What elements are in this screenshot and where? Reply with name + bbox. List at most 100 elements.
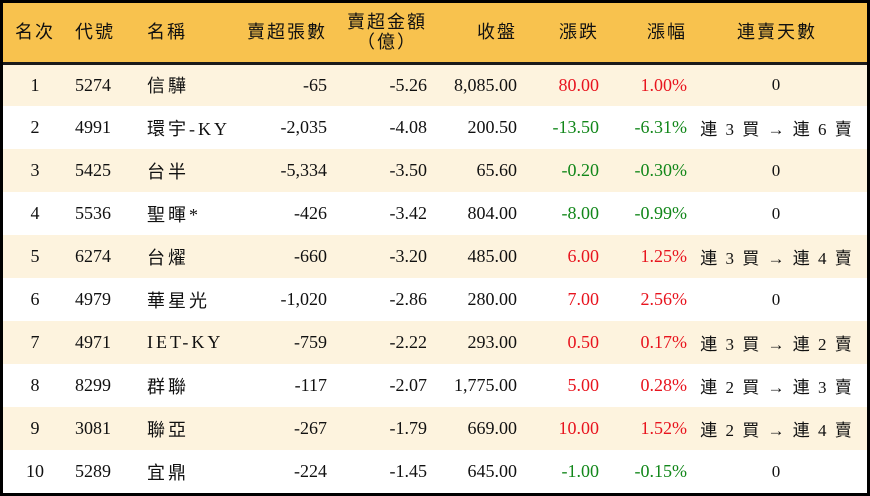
cell-change-pct: 1.52% [640, 418, 688, 438]
cell-rank: 10 [26, 461, 44, 481]
cell-rank: 2 [30, 117, 40, 137]
cell-close: 1,775.00 [454, 375, 517, 395]
cell-change-pct: 2.56% [640, 289, 688, 309]
cell-net-sell-amount: -4.08 [389, 117, 428, 137]
cell-change: 0.50 [567, 332, 600, 352]
cell-close: 293.00 [467, 332, 518, 352]
cell-streak: 連 2 買 → 連 4 賣 [700, 421, 854, 440]
table-row: 6 4979 華星光 -1,020 -2.86 280.00 7.00 2.56… [3, 278, 867, 321]
cell-net-sell-lots: -660 [294, 246, 327, 266]
header-change-pct: 漲幅 [599, 3, 687, 65]
header-change: 漲跌 [517, 3, 599, 65]
cell-rank: 9 [30, 418, 40, 438]
cell-close: 669.00 [467, 418, 518, 438]
cell-streak: 0 [771, 289, 783, 309]
cell-streak: 0 [771, 461, 783, 481]
cell-name: 環宇-KY [147, 118, 230, 139]
cell-name: 華星光 [147, 290, 210, 311]
cell-change: 6.00 [567, 246, 600, 266]
cell-change-pct: 1.25% [640, 246, 688, 266]
cell-streak: 0 [771, 160, 783, 180]
cell-streak: 0 [771, 203, 783, 223]
cell-code: 4971 [75, 332, 111, 352]
header-net-sell-lots: 賣超張數 [243, 3, 327, 65]
cell-net-sell-lots: -759 [294, 332, 327, 352]
cell-change: 80.00 [558, 74, 600, 95]
cell-net-sell-amount: -2.07 [389, 375, 428, 395]
cell-name: 聯亞 [147, 419, 189, 440]
cell-net-sell-lots: -1,020 [280, 289, 328, 309]
cell-code: 5425 [75, 160, 111, 180]
cell-name: 台燿 [147, 247, 189, 268]
cell-close: 280.00 [467, 289, 518, 309]
header-code: 代號 [67, 3, 133, 65]
cell-rank: 7 [30, 332, 40, 352]
cell-code: 4979 [75, 289, 111, 309]
cell-net-sell-amount: -1.45 [389, 461, 428, 481]
cell-streak: 連 3 買 → 連 2 賣 [700, 335, 854, 354]
cell-change-pct: -0.15% [634, 461, 688, 481]
cell-code: 5536 [75, 203, 111, 223]
cell-change: -1.00 [561, 461, 600, 481]
cell-code: 6274 [75, 246, 111, 266]
cell-code: 5289 [75, 461, 111, 481]
header-net-sell-amount: 賣超金額 （億） [327, 3, 427, 65]
table-row: 5 6274 台燿 -660 -3.20 485.00 6.00 1.25% 連… [3, 235, 867, 278]
cell-close: 200.50 [467, 117, 518, 137]
cell-rank: 5 [30, 246, 40, 266]
cell-name: 台半 [147, 161, 189, 182]
table-row: 9 3081 聯亞 -267 -1.79 669.00 10.00 1.52% … [3, 407, 867, 450]
cell-change-pct: 0.28% [640, 375, 688, 395]
cell-net-sell-lots: -117 [294, 375, 327, 395]
table-row: 1 5274 信驊 -65 -5.26 8,085.00 80.00 1.00%… [3, 63, 867, 106]
header-net-sell-amount-line1: 賣超金額 [347, 12, 427, 33]
cell-change: 10.00 [558, 418, 600, 438]
cell-name: 信驊 [147, 76, 189, 97]
cell-name: 宜鼎 [147, 462, 189, 483]
cell-net-sell-amount: -2.22 [389, 332, 428, 352]
table-row: 3 5425 台半 -5,334 -3.50 65.60 -0.20 -0.30… [3, 149, 867, 192]
cell-change: -8.00 [561, 203, 600, 223]
table-header-row: 名次 代號 名稱 賣超張數 賣超金額 （億） 收盤 漲跌 漲幅 連賣天數 [3, 3, 867, 65]
cell-net-sell-amount: -1.79 [389, 418, 428, 438]
cell-streak: 連 2 買 → 連 3 賣 [700, 378, 854, 397]
cell-name: 聖暉* [147, 204, 201, 225]
header-streak: 連賣天數 [687, 3, 867, 65]
cell-change: 5.00 [567, 375, 600, 395]
cell-net-sell-lots: -65 [303, 74, 327, 95]
cell-change-pct: -0.99% [634, 203, 688, 223]
cell-net-sell-amount: -3.42 [389, 203, 428, 223]
cell-change-pct: 1.00% [640, 74, 688, 95]
cell-code: 5274 [75, 74, 111, 95]
cell-code: 3081 [75, 418, 111, 438]
cell-name: 群聯 [147, 376, 189, 397]
cell-close: 645.00 [467, 461, 518, 481]
table-row: 4 5536 聖暉* -426 -3.42 804.00 -8.00 -0.99… [3, 192, 867, 235]
cell-change: -13.50 [552, 117, 600, 137]
cell-net-sell-lots: -267 [294, 418, 327, 438]
cell-net-sell-lots: -2,035 [280, 117, 328, 137]
cell-rank: 6 [30, 289, 40, 309]
cell-streak: 0 [771, 75, 783, 95]
cell-net-sell-lots: -224 [294, 461, 327, 481]
cell-change-pct: 0.17% [640, 332, 688, 352]
header-name: 名稱 [133, 3, 243, 65]
cell-streak: 連 3 買 → 連 6 賣 [700, 120, 854, 139]
cell-close: 8,085.00 [454, 74, 517, 95]
cell-streak: 連 3 買 → 連 4 賣 [700, 249, 854, 268]
cell-change-pct: -6.31% [634, 117, 688, 137]
cell-close: 804.00 [467, 203, 518, 223]
header-close: 收盤 [427, 3, 517, 65]
cell-change-pct: -0.30% [634, 160, 688, 180]
cell-name: IET-KY [147, 332, 224, 352]
table-row: 8 8299 群聯 -117 -2.07 1,775.00 5.00 0.28%… [3, 364, 867, 407]
cell-close: 485.00 [467, 246, 518, 266]
cell-net-sell-amount: -5.26 [389, 74, 428, 95]
cell-net-sell-amount: -3.50 [389, 160, 428, 180]
cell-rank: 3 [30, 160, 40, 180]
header-net-sell-amount-line2: （億） [357, 32, 417, 53]
cell-code: 4991 [75, 117, 111, 137]
cell-net-sell-lots: -5,334 [280, 160, 328, 180]
cell-net-sell-lots: -426 [294, 203, 327, 223]
net-sell-ranking-table: 名次 代號 名稱 賣超張數 賣超金額 （億） 收盤 漲跌 漲幅 連賣天數 1 5… [3, 3, 867, 493]
